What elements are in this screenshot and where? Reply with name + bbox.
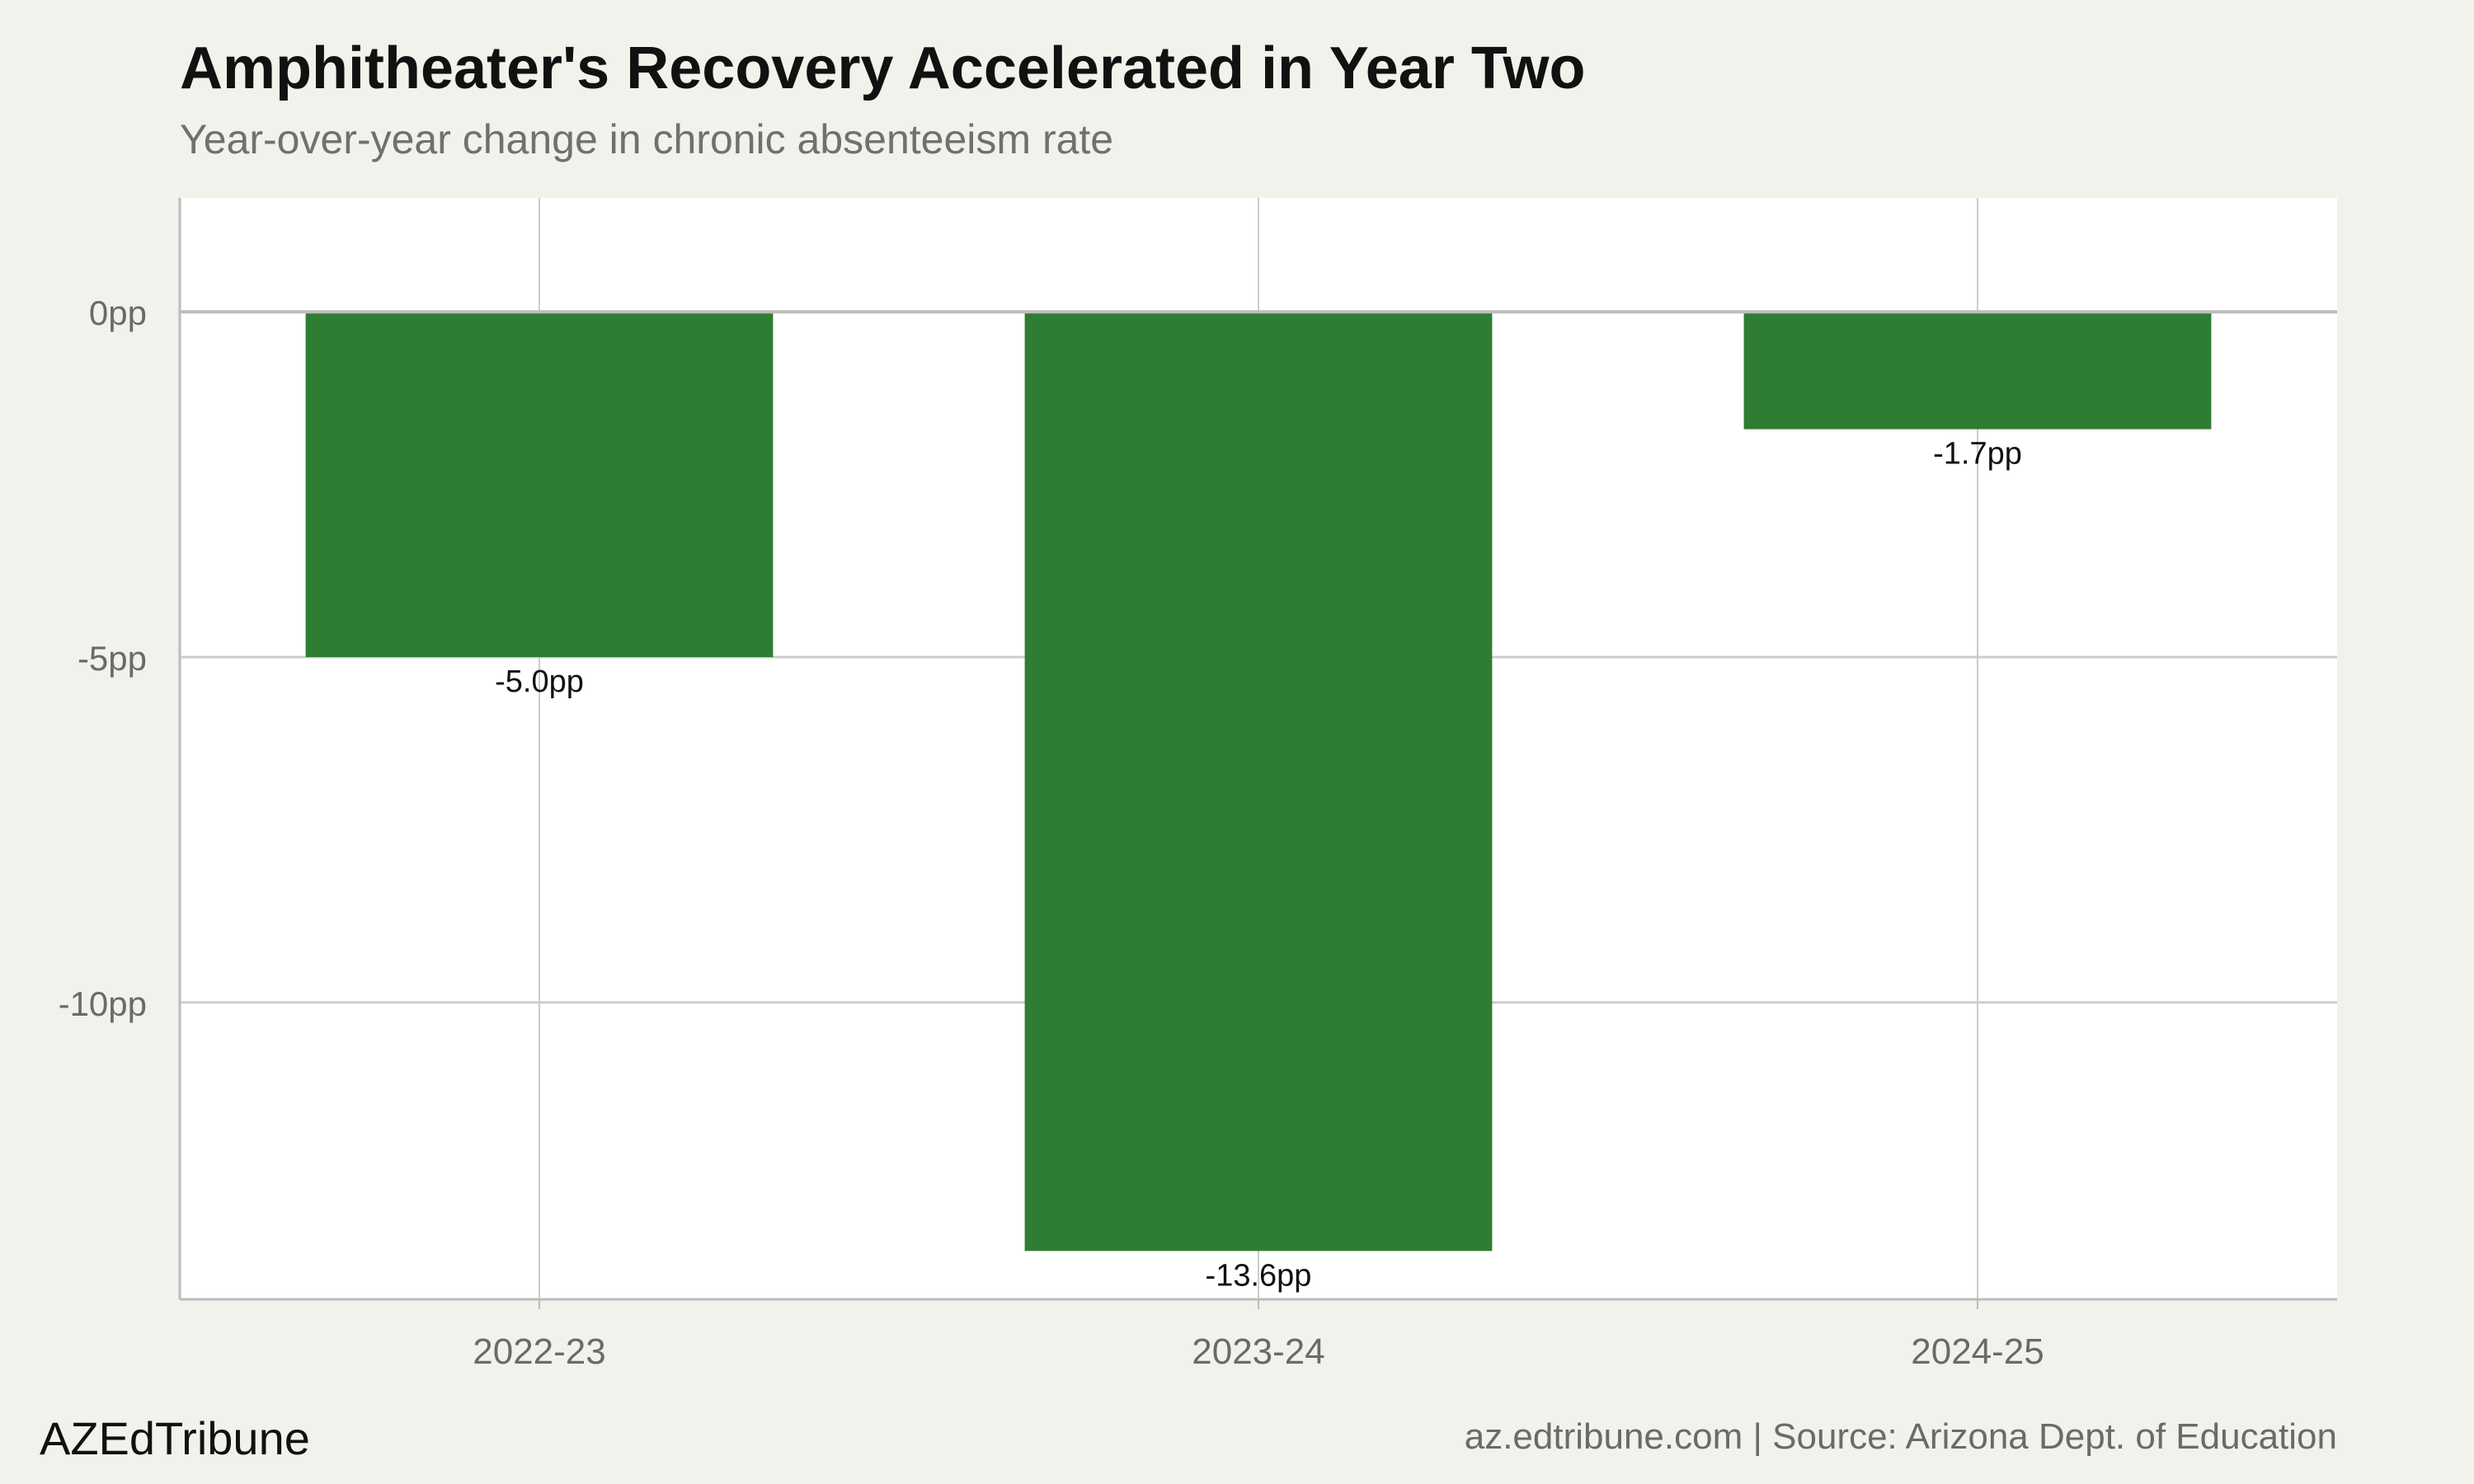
brand-logo-text: AZEdTribune bbox=[40, 1412, 310, 1464]
chart-subtitle: Year-over-year change in chronic absente… bbox=[180, 116, 1114, 162]
bar-2022-23 bbox=[305, 312, 774, 658]
y-tick-label: 0pp bbox=[89, 294, 147, 332]
x-tick-label: 2023-24 bbox=[1192, 1331, 1324, 1372]
data-label: -1.7pp bbox=[1933, 437, 2022, 472]
data-label: -5.0pp bbox=[495, 665, 584, 699]
source-caption: az.edtribune.com | Source: Arizona Dept.… bbox=[1464, 1416, 2337, 1457]
data-label: -13.6pp bbox=[1206, 1258, 1312, 1293]
bar-2024-25 bbox=[1743, 312, 2212, 430]
chart-title: Amphitheater's Recovery Accelerated in Y… bbox=[180, 35, 1586, 101]
bar-2023-24 bbox=[1024, 312, 1493, 1252]
x-tick-label: 2022-23 bbox=[473, 1331, 605, 1372]
y-tick-label: -5pp bbox=[78, 639, 147, 678]
x-tick-label: 2024-25 bbox=[1911, 1331, 2044, 1372]
y-tick-label: -10pp bbox=[59, 984, 147, 1023]
